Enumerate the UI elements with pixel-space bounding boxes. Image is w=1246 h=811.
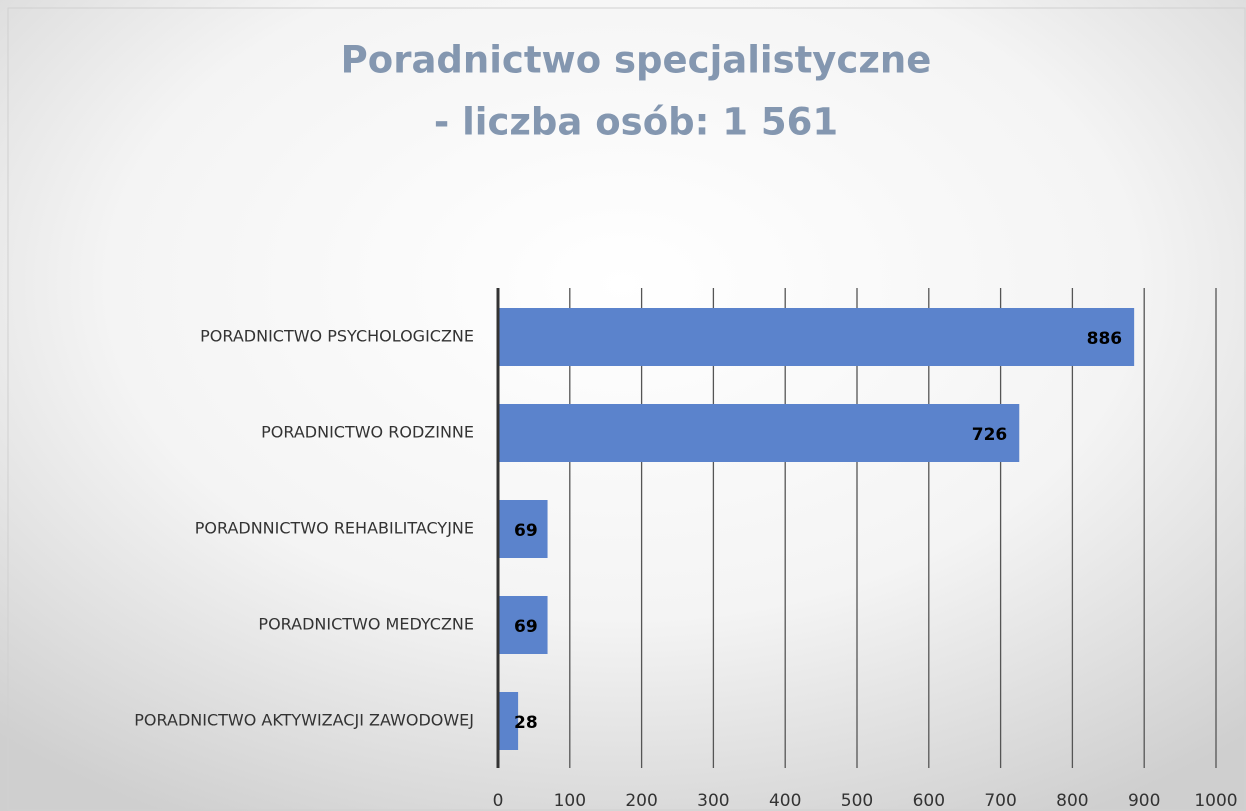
y-tick-label: PORADNICTWO PSYCHOLOGICZNE xyxy=(200,327,474,346)
x-tick-label: 300 xyxy=(697,791,729,811)
x-tick-label: 100 xyxy=(554,791,586,811)
data-label: 69 xyxy=(514,617,538,637)
chart-title: - liczba osób: 1 561 xyxy=(434,101,838,144)
bar xyxy=(498,692,519,750)
x-tick-label: 500 xyxy=(841,791,873,811)
y-tick-label: PORADNICTWO RODZINNE xyxy=(261,423,474,442)
data-label: 886 xyxy=(1087,329,1123,349)
x-tick-label: 0 xyxy=(493,791,504,811)
bar xyxy=(498,596,548,654)
x-tick-label: 800 xyxy=(1056,791,1088,811)
data-label: 69 xyxy=(514,521,538,541)
x-tick-label: 1000 xyxy=(1194,791,1237,811)
data-label: 28 xyxy=(514,713,538,733)
y-tick-label: PORADNICTWO MEDYCZNE xyxy=(258,615,474,634)
bar xyxy=(498,500,548,558)
x-tick-label: 700 xyxy=(984,791,1016,811)
x-tick-label: 900 xyxy=(1128,791,1160,811)
data-label: 726 xyxy=(972,425,1008,445)
chart-border xyxy=(7,7,1246,811)
x-tick-label: 600 xyxy=(913,791,945,811)
bar xyxy=(498,404,1020,462)
x-tick-label: 200 xyxy=(625,791,657,811)
y-tick-label: PORADNNICTWO REHABILITACYJNE xyxy=(195,519,474,538)
y-tick-label: PORADNICTWO AKTYWIZACJI ZAWODOWEJ xyxy=(134,711,474,730)
bar xyxy=(498,308,1135,366)
chart-title: Poradnictwo specjalistyczne xyxy=(341,39,932,82)
x-tick-label: 400 xyxy=(769,791,801,811)
